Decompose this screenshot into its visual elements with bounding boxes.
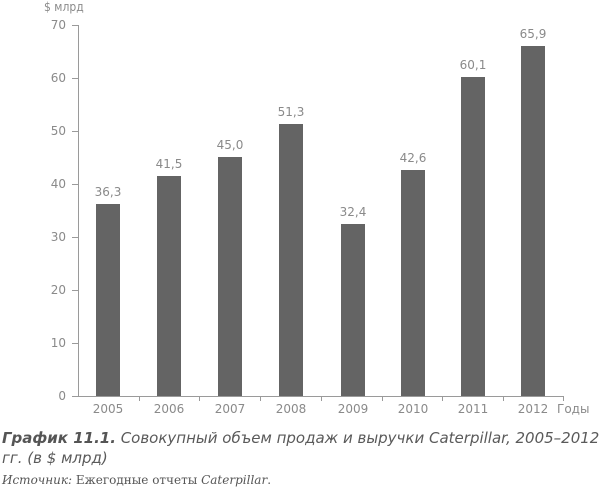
- source-note: Источник: Ежегодные отчеты Caterpillar.: [2, 473, 271, 487]
- x-tick: [199, 396, 200, 401]
- bar-value-label: 60,1: [459, 58, 487, 72]
- source-text: Ежегодные отчеты: [72, 473, 202, 487]
- source-label: Источник:: [2, 473, 73, 487]
- y-axis: [78, 25, 79, 397]
- bar-value-label: 51,3: [277, 105, 305, 119]
- x-tick: [321, 396, 322, 401]
- y-tick: [72, 290, 78, 291]
- x-tick-label: 2011: [457, 402, 489, 416]
- y-tick-label: 70: [50, 18, 66, 32]
- x-axis-label: Годы: [557, 402, 590, 416]
- x-tick-label: 2010: [397, 402, 429, 416]
- y-tick-label: 30: [50, 230, 66, 244]
- bar-2010: [401, 170, 425, 396]
- y-tick-label: 0: [58, 389, 66, 403]
- bar-value-label: 36,3: [94, 185, 122, 199]
- bar-value-label: 65,9: [519, 27, 547, 41]
- x-tick: [139, 396, 140, 401]
- source-company: Caterpillar: [201, 473, 268, 487]
- bar-value-label: 42,6: [399, 151, 427, 165]
- bar-2012: [521, 46, 545, 396]
- y-tick: [72, 78, 78, 79]
- y-tick-label: 60: [50, 71, 66, 85]
- y-tick-label: 20: [50, 283, 66, 297]
- x-tick: [260, 396, 261, 401]
- bar-2007: [218, 157, 242, 396]
- x-tick: [442, 396, 443, 401]
- x-tick-label: 2007: [214, 402, 246, 416]
- caption-text: Совокупный объем продаж и выручки Caterp…: [2, 429, 600, 467]
- bar-value-label: 45,0: [216, 138, 244, 152]
- y-tick-label: 10: [50, 336, 66, 350]
- x-tick: [503, 396, 504, 401]
- y-axis-unit: $ млрд: [44, 0, 84, 14]
- caption-label: График 11.1.: [2, 429, 116, 447]
- figure-caption: График 11.1. Совокупный объем продаж и в…: [2, 428, 600, 468]
- bar-2005: [96, 204, 120, 396]
- y-tick: [72, 184, 78, 185]
- y-tick: [72, 25, 78, 26]
- bar-value-label: 32,4: [339, 205, 367, 219]
- x-tick-label: 2008: [275, 402, 307, 416]
- y-tick-label: 40: [50, 177, 66, 191]
- x-tick: [563, 396, 564, 401]
- y-tick: [72, 131, 78, 132]
- bar-2008: [279, 124, 303, 396]
- y-tick: [72, 237, 78, 238]
- y-tick: [72, 396, 78, 397]
- bar-chart: $ млрд 0 10 20 30 40 50 60 70 36,3 41,5 …: [44, 0, 590, 416]
- y-tick: [72, 343, 78, 344]
- x-tick: [382, 396, 383, 401]
- y-tick-label: 50: [50, 124, 66, 138]
- x-tick-label: 2012: [517, 402, 549, 416]
- bar-value-label: 41,5: [155, 157, 183, 171]
- bar-2006: [157, 176, 181, 396]
- bar-2011: [461, 77, 485, 396]
- source-end: .: [267, 473, 272, 487]
- bar-2009: [341, 224, 365, 396]
- x-tick-label: 2005: [92, 402, 124, 416]
- x-tick-label: 2006: [153, 402, 185, 416]
- x-tick-label: 2009: [337, 402, 369, 416]
